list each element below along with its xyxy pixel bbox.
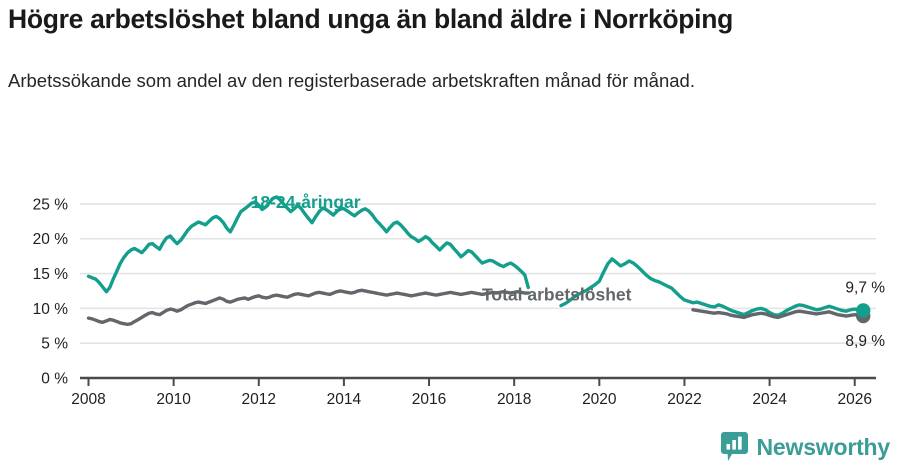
end-dot-young [856, 303, 871, 318]
series-line [559, 257, 865, 318]
page-subtitle: Arbetssökande som andel av den registerb… [8, 70, 695, 91]
x-axis-tick-label: 2022 [667, 391, 701, 408]
x-axis-tick-label: 2026 [837, 391, 871, 408]
newsworthy-logo-text: Newsworthy [756, 433, 891, 460]
bar-chart-speech-bubble-icon [720, 432, 748, 462]
y-axis-tick-label: 25 % [33, 196, 69, 213]
series-line [86, 195, 530, 294]
y-axis-tick-label: 10 % [33, 301, 69, 318]
x-axis-tick-label: 2020 [582, 391, 617, 408]
unemployment-line-chart: 0 % 5 % 10 % 15 % 20 % 25 % 2008 2010 2012 2014 20… [33, 192, 886, 408]
end-value-label-total: 8,9 % [845, 333, 885, 350]
y-axis-tick-label: 20 % [33, 231, 69, 248]
footer: Newsworthy [0, 426, 900, 466]
end-value-label-young: 9,7 % [845, 279, 885, 296]
x-axis-tick-label: 2014 [327, 391, 362, 408]
series-annotation-young: 18-24-åringar [251, 192, 361, 212]
newsworthy-logo[interactable]: Newsworthy [720, 432, 891, 462]
y-axis-tick-label: 0 % [41, 371, 68, 388]
series-line [86, 288, 530, 327]
page-title: Högre arbetslöshet bland unga än bland ä… [8, 4, 733, 34]
x-axis-tick-label: 2018 [497, 391, 531, 408]
x-axis-tick-label: 2024 [752, 391, 787, 408]
x-axis-tick-label: 2012 [242, 391, 276, 408]
x-axis-tick-label: 2008 [71, 391, 105, 408]
chart-container: 0 % 5 % 10 % 15 % 20 % 25 % 2008 2010 2012 2014 20… [0, 160, 900, 415]
y-axis-tick-label: 15 % [33, 266, 69, 283]
y-axis-tick-label: 5 % [41, 336, 68, 353]
x-axis-tick-label: 2016 [412, 391, 446, 408]
series-line [691, 308, 865, 320]
x-axis-tick-label: 2010 [156, 391, 191, 408]
series-annotation-total: Total arbetslöshet [482, 285, 632, 305]
